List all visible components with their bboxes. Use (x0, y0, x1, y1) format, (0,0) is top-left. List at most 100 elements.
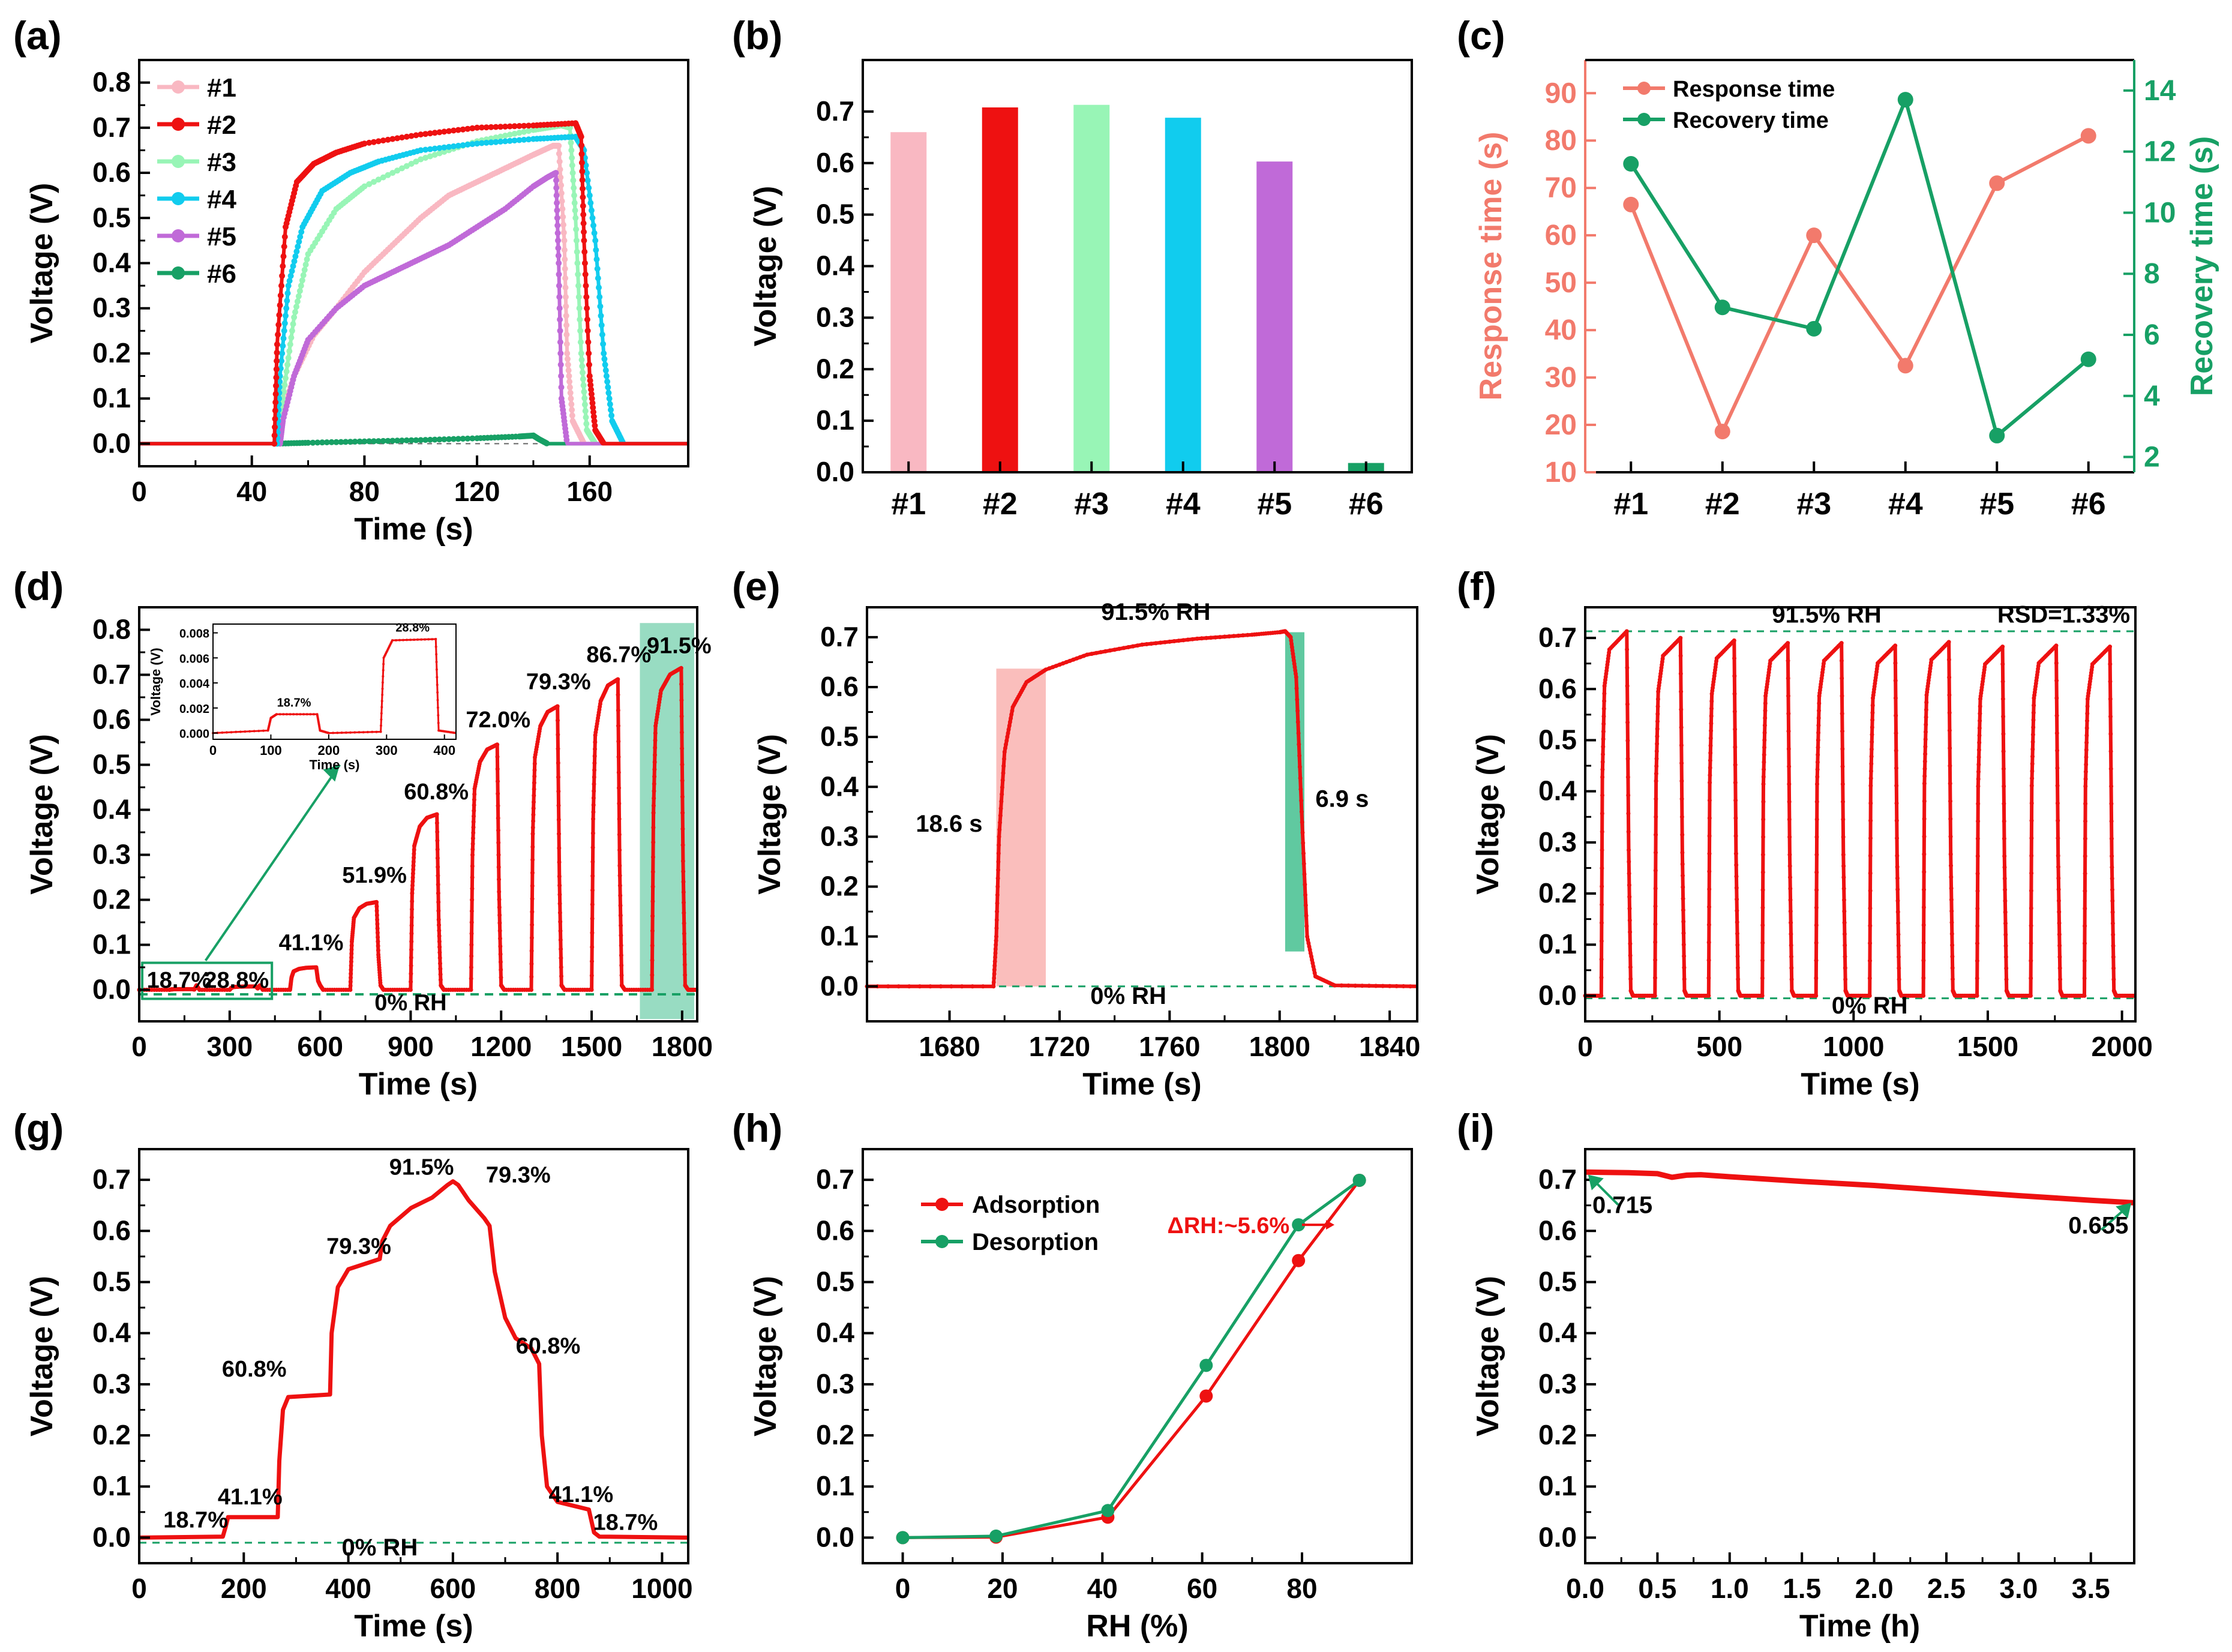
response-marker (993, 947, 998, 951)
cycle-marker (1840, 711, 1844, 716)
response-marker (1292, 661, 1297, 666)
series-marker (592, 237, 599, 244)
series-marker (599, 331, 605, 338)
series-marker (291, 314, 298, 320)
cycle-marker (1921, 976, 1926, 981)
cycle-marker (1786, 711, 1791, 716)
cycle-marker (1762, 737, 1767, 742)
cycle-marker (1599, 921, 1604, 925)
series-marker (380, 137, 386, 144)
inset-marker (379, 730, 382, 733)
y-tick-label: 0.0 (92, 974, 131, 1005)
response-marker (589, 988, 594, 992)
cycle-marker (1976, 776, 1981, 781)
y-tick-label: 0.2 (1538, 877, 1577, 909)
response-marker (651, 803, 656, 808)
y-left-tick-label: 20 (1545, 409, 1577, 441)
cycle-marker (1843, 977, 1848, 982)
response-marker (1360, 984, 1364, 988)
cycle-marker (1786, 676, 1790, 680)
delta-arrowhead (1326, 1220, 1335, 1230)
response-marker (592, 775, 596, 779)
cycle-marker (1867, 993, 1872, 998)
response-marker (1245, 632, 1250, 637)
cycle-marker (1653, 976, 1657, 981)
series-marker (497, 133, 504, 140)
inset-marker (435, 668, 438, 671)
series-marker (287, 272, 294, 279)
response-marker (557, 874, 562, 879)
cycle-marker (1893, 643, 1898, 648)
response-marker (374, 913, 379, 918)
response-marker (619, 933, 623, 938)
cycle-marker (2084, 733, 2089, 737)
series-#4 (139, 133, 688, 447)
series-marker (323, 439, 330, 446)
response-marker (1301, 841, 1306, 846)
series-marker (285, 283, 292, 289)
y-right-tick-label: 4 (2144, 380, 2160, 412)
inset-marker (435, 653, 438, 656)
x-tick-label: 1720 (1029, 1031, 1090, 1062)
response-marker (469, 965, 473, 970)
response-marker (1290, 648, 1295, 653)
response-marker (998, 806, 1003, 811)
cycle-marker (1625, 683, 1630, 688)
cycle-marker (1869, 761, 1874, 766)
series-marker (590, 409, 596, 415)
response-marker (530, 832, 535, 837)
response-marker (652, 774, 657, 779)
cycle-marker (1763, 701, 1768, 706)
response-marker (1003, 746, 1007, 751)
series-marker (502, 133, 508, 139)
step-label: 51.9% (342, 863, 407, 888)
legend-label: Recovery time (1673, 108, 1829, 133)
cycle-marker (1681, 908, 1685, 913)
response-marker (591, 809, 596, 814)
cycle-marker (1840, 729, 1844, 734)
cycle-marker (2056, 887, 2061, 892)
series-marker (556, 260, 562, 266)
cycle-marker (1816, 716, 1821, 720)
delta-rh-annotation: ΔRH:~5.6% (1168, 1213, 1290, 1239)
cycle-marker (2029, 976, 2033, 981)
cycle-marker (1868, 924, 1873, 928)
x-tick-label: 80 (1286, 1573, 1317, 1604)
cycle-marker (1678, 671, 1683, 676)
cycle-marker (2054, 661, 2059, 665)
step-label: 60.8% (222, 1357, 287, 1382)
cycle-marker (2111, 966, 2116, 970)
series-marker (557, 328, 563, 334)
response-marker (435, 838, 440, 843)
cycle-marker (1841, 886, 1846, 891)
y-right-tick-label: 10 (2144, 197, 2176, 229)
series-marker (569, 407, 575, 413)
y-tick-label: 0.2 (92, 1419, 131, 1450)
response-marker (436, 882, 440, 887)
cycle-marker (1680, 832, 1685, 837)
response-marker (376, 939, 380, 944)
response-marker (617, 785, 621, 790)
panel-label: (f) (1457, 564, 1496, 608)
cycle-marker (1976, 762, 1981, 767)
series-marker (361, 438, 368, 445)
series-marker (579, 177, 586, 183)
response-marker (1292, 665, 1297, 670)
series-marker (277, 379, 283, 385)
x-tick-label: 900 (388, 1031, 434, 1062)
series-marker (526, 128, 532, 134)
bar-#2 (982, 107, 1018, 472)
response-marker (682, 921, 686, 925)
response-marker (438, 961, 442, 966)
series-marker (1989, 427, 2005, 443)
series-marker (436, 145, 443, 151)
series-marker (587, 377, 593, 384)
y-axis-label: Voltage (V) (25, 1276, 59, 1437)
response-marker (559, 965, 563, 970)
response-marker (349, 972, 353, 976)
response-marker (1135, 643, 1140, 648)
inset-marker (244, 730, 247, 733)
inset: 0 100 200 300 4000.0000.0020.0040.0060.008Ti… (148, 622, 457, 772)
cycle-marker (1735, 909, 1739, 913)
response-marker (618, 903, 623, 908)
